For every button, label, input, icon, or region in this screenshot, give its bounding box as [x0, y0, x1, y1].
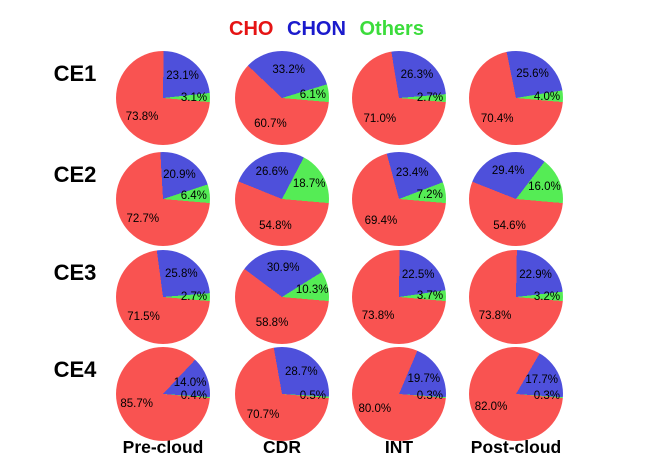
pie-ce3-int: 73.8% 22.5% 3.7% [352, 250, 446, 344]
pie-label-others: 0.4% [180, 390, 207, 403]
pie-ce3-post-cloud: 73.8% 22.9% 3.2% [469, 250, 563, 344]
pie-label-cho: 85.7% [120, 398, 153, 411]
pie-label-cho: 70.4% [480, 113, 514, 125]
pie-label-others: 18.7% [292, 178, 326, 191]
pie-label-chon: 33.2% [272, 63, 305, 76]
pie-label-chon: 25.6% [516, 68, 549, 80]
pie-label-cho: 73.8% [361, 309, 395, 322]
pie-label-chon: 14.0% [173, 377, 207, 390]
legend-item-others: Others [359, 18, 424, 40]
pie-label-chon: 22.5% [401, 269, 435, 282]
pie-label-chon: 26.3% [400, 69, 434, 81]
pie-label-chon: 28.7% [284, 366, 318, 379]
pie-label-cho: 70.7% [246, 408, 280, 421]
pie-ce2-post-cloud: 54.6% 29.4% 16.0% [469, 152, 563, 246]
pie-label-cho: 71.5% [127, 311, 160, 324]
pie-label-others: 0.5% [299, 390, 326, 403]
pie-label-cho: 54.8% [259, 220, 292, 233]
col-label-cdr: CDR [263, 437, 301, 457]
pie-label-others: 4.0% [533, 90, 561, 103]
pie-ce4-int: 80.0% 19.7% 0.3% [352, 347, 446, 441]
pie-ce3-pre-cloud: 71.5% 25.8% 2.7% [116, 250, 210, 344]
pie-label-others: 0.3% [533, 390, 560, 403]
pie-label-chon: 20.9% [163, 168, 196, 181]
pie-ce2-pre-cloud: 72.7% 20.9% 6.4% [116, 152, 210, 246]
col-label-pre-cloud: Pre-cloud [122, 437, 204, 457]
pie-label-others: 6.1% [299, 88, 326, 101]
pie-label-chon: 23.1% [166, 70, 199, 83]
pie-ce1-cdr: 60.7% 33.2% 6.1% [235, 51, 329, 145]
legend: CHO CHON Others [0, 18, 653, 41]
pie-ce4-pre-cloud: 85.7% 14.0% 0.4% [116, 347, 210, 441]
pie-label-cho: 80.0% [358, 402, 392, 415]
pie-label-others: 3.1% [180, 91, 208, 104]
pie-label-others: 2.7% [416, 92, 444, 105]
pie-label-chon: 22.9% [519, 269, 552, 282]
row-label-ce1: CE1 [53, 61, 97, 86]
pie-label-cho: 82.0% [474, 401, 508, 413]
pie-label-chon: 19.7% [407, 372, 441, 385]
pie-label-others: 10.3% [295, 283, 329, 296]
col-label-post-cloud: Post-cloud [470, 437, 562, 457]
pie-ce4-cdr: 70.7% 28.7% 0.5% [235, 347, 329, 441]
pie-label-cho: 73.8% [125, 110, 159, 123]
legend-item-cho: CHO [229, 18, 274, 40]
pie-ce2-cdr: 54.8% 26.6% 18.7% [235, 152, 329, 246]
row-label-ce3: CE3 [53, 260, 97, 285]
pie-label-cho: 54.6% [493, 220, 526, 233]
pie-label-others: 2.7% [180, 291, 208, 304]
pie-label-others: 3.7% [416, 290, 444, 303]
pie-label-chon: 17.7% [525, 374, 558, 387]
pie-label-cho: 58.8% [255, 317, 289, 330]
legend-item-chon: CHON [287, 18, 346, 40]
pie-label-chon: 25.8% [164, 268, 198, 281]
pie-label-cho: 69.4% [364, 214, 398, 227]
pie-label-cho: 60.7% [254, 117, 287, 130]
pie-label-chon: 23.4% [395, 167, 429, 179]
pie-label-others: 6.4% [180, 189, 207, 202]
pie-label-chon: 30.9% [266, 261, 300, 274]
pie-label-cho: 72.7% [126, 212, 160, 225]
pie-label-chon: 29.4% [491, 164, 525, 177]
pie-label-others: 0.3% [416, 390, 443, 403]
pie-ce1-int: 71.0% 26.3% 2.7% [352, 51, 446, 145]
row-label-ce2: CE2 [53, 162, 97, 187]
pie-label-others: 3.2% [533, 290, 561, 303]
row-label-ce4: CE4 [53, 357, 97, 382]
pie-label-others: 16.0% [528, 180, 561, 193]
pie-label-others: 7.2% [416, 188, 443, 201]
pie-ce1-post-cloud: 70.4% 25.6% 4.0% [469, 51, 563, 145]
pie-label-chon: 26.6% [255, 165, 289, 178]
col-label-int: INT [384, 437, 414, 457]
pie-ce2-int: 69.4% 23.4% 7.2% [352, 152, 446, 246]
pie-label-cho: 73.8% [478, 309, 512, 322]
pie-ce3-cdr: 58.8% 30.9% 10.3% [235, 250, 329, 344]
pie-ce1-pre-cloud: 73.8% 23.1% 3.1% [116, 51, 210, 145]
pie-label-cho: 71.0% [363, 112, 397, 125]
pie-ce4-post-cloud: 82.0% 17.7% 0.3% [469, 347, 563, 441]
